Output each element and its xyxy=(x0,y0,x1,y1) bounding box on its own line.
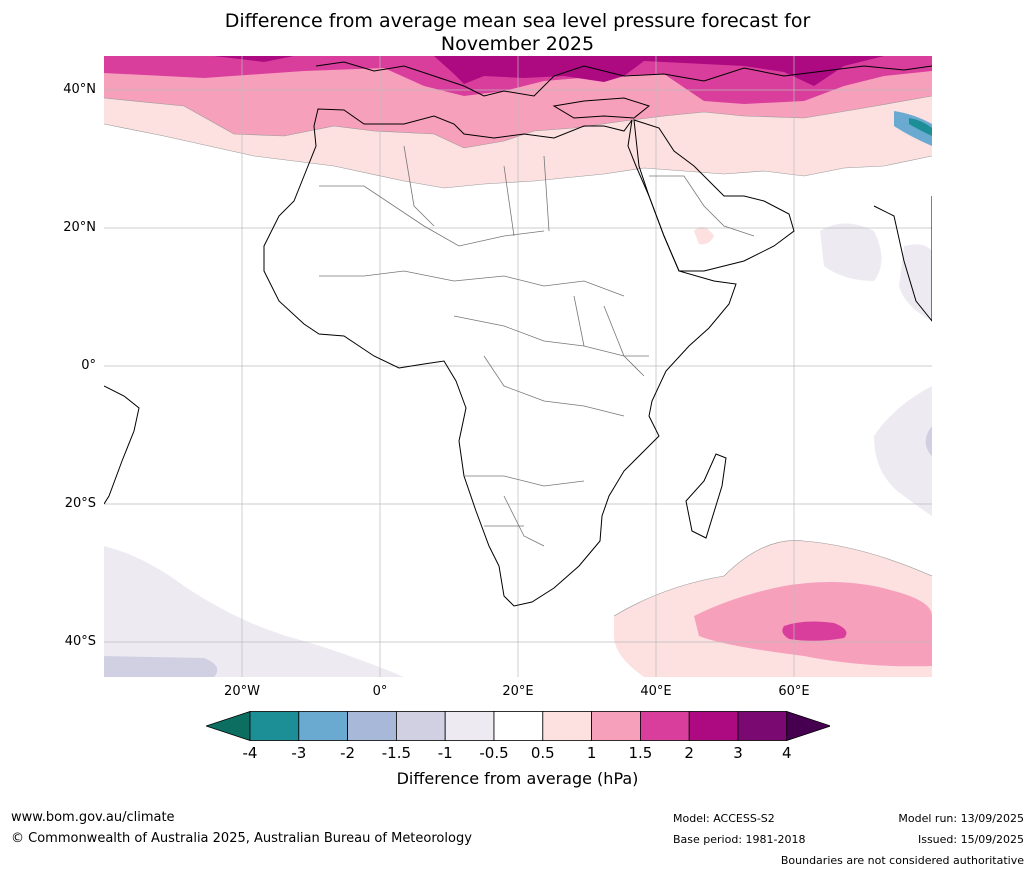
lon-label-0: 0° xyxy=(372,684,388,699)
title-line-1: Difference from average mean sea level p… xyxy=(224,10,811,32)
map-title: Difference from average mean sea level p… xyxy=(0,10,1035,56)
arabia-coast xyxy=(633,119,795,272)
madagascar-coast xyxy=(685,453,727,539)
colorbar-tick-label: -4 xyxy=(242,744,258,762)
lon-label-20w: 20°W xyxy=(224,684,260,699)
border-sahel xyxy=(319,270,625,297)
colorbar-cell xyxy=(347,711,397,741)
contour-0.5-south xyxy=(613,540,932,617)
lat-label-40n: 40°N xyxy=(63,82,96,97)
border-central xyxy=(453,315,649,357)
anomaly-neg-india-east xyxy=(899,244,932,321)
colorbar-cell xyxy=(444,711,495,741)
colorbar-tick-label: -2 xyxy=(340,744,356,762)
lat-label-20n: 20°N xyxy=(63,220,96,235)
contour-1-north xyxy=(104,95,932,149)
lat-label-0: 0° xyxy=(81,358,96,373)
footer-disclaimer: Boundaries are not considered authoritat… xyxy=(780,854,1024,867)
colorbar-tick-label: -1 xyxy=(437,744,453,762)
colorbar-cell xyxy=(688,711,739,741)
colorbar-tick-label: -3 xyxy=(291,744,307,762)
title-line-2: November 2025 xyxy=(440,33,595,55)
border-east xyxy=(573,295,645,377)
anomaly-neg2-indian-ocean xyxy=(925,426,932,456)
colorbar-cell xyxy=(249,711,300,741)
colorbar-cell xyxy=(591,711,641,741)
colorbar-cell xyxy=(542,711,592,741)
colorbar-tick-label: 4 xyxy=(782,744,792,762)
anomaly-pos-arabia xyxy=(694,227,714,245)
graticule xyxy=(104,56,932,677)
colorbar-cells xyxy=(206,711,830,741)
border-central-2 xyxy=(483,355,625,417)
lon-label-60e: 60°E xyxy=(778,684,810,699)
map-panel xyxy=(104,56,932,677)
anomaly-2-north xyxy=(214,56,884,86)
colorbar-title: Difference from average (hPa) xyxy=(396,769,639,788)
africa-coast xyxy=(263,108,737,607)
footer-model: Model: ACCESS-S2 xyxy=(673,812,775,825)
colorbar-extend-high xyxy=(786,711,830,741)
colorbar-tick-label: -0.5 xyxy=(479,744,509,762)
colorbar-tick-label: 1 xyxy=(586,744,597,762)
anomaly-low-east-inner xyxy=(909,118,932,136)
footer-base-period: Base period: 1981-2018 xyxy=(673,833,806,846)
india-coast xyxy=(873,196,932,322)
colorbar-tick-label: -1.5 xyxy=(381,744,412,762)
anomaly-neg-indian-ocean xyxy=(874,386,932,516)
border-sahara-2 xyxy=(403,145,550,237)
colorbar-cell xyxy=(395,711,446,741)
turkey-coast xyxy=(552,97,651,119)
south-america-coast xyxy=(104,385,140,505)
europe-coast xyxy=(315,61,932,97)
coastlines xyxy=(104,61,932,607)
footer-model-run: Model run: 13/09/2025 xyxy=(898,812,1024,825)
border-sahara-1 xyxy=(319,185,545,247)
lat-label-40s: 40°S xyxy=(64,634,96,649)
colorbar-cell xyxy=(493,711,544,741)
anomaly-low-east xyxy=(894,111,932,146)
lon-label-20e: 20°E xyxy=(502,684,534,699)
lat-label-20s: 20°S xyxy=(64,496,96,511)
anomaly-neg2-south-atlantic xyxy=(104,656,218,677)
colorbar-tick-label: 1.5 xyxy=(628,744,653,762)
colorbar-cell xyxy=(737,711,788,741)
colorbar-extend-low xyxy=(206,711,251,741)
lon-label-40e: 40°E xyxy=(640,684,672,699)
footer-issued: Issued: 15/09/2025 xyxy=(917,833,1024,846)
country-borders xyxy=(319,145,755,547)
colorbar-cell xyxy=(639,711,690,741)
footer-website[interactable]: www.bom.gov.au/climate xyxy=(11,810,175,825)
colorbar xyxy=(206,711,830,741)
colorbar-cell xyxy=(298,711,349,741)
colorbar-tick-label: 2 xyxy=(684,744,694,762)
anomaly-neg-arabian-sea xyxy=(820,223,882,281)
border-mideast xyxy=(649,175,755,237)
map-canvas xyxy=(104,56,932,677)
anomaly-neg-south-atlantic xyxy=(104,546,404,677)
border-south xyxy=(464,475,585,547)
anomaly-field-south xyxy=(104,386,932,677)
colorbar-tick-label: 0.5 xyxy=(530,744,555,762)
anomaly-contours xyxy=(104,95,932,617)
footer-copyright: © Commonwealth of Australia 2025, Austra… xyxy=(11,831,472,846)
contour-0.5-north xyxy=(104,123,932,189)
colorbar-tick-label: 3 xyxy=(733,744,743,762)
anomaly-1.5-south xyxy=(782,621,847,641)
